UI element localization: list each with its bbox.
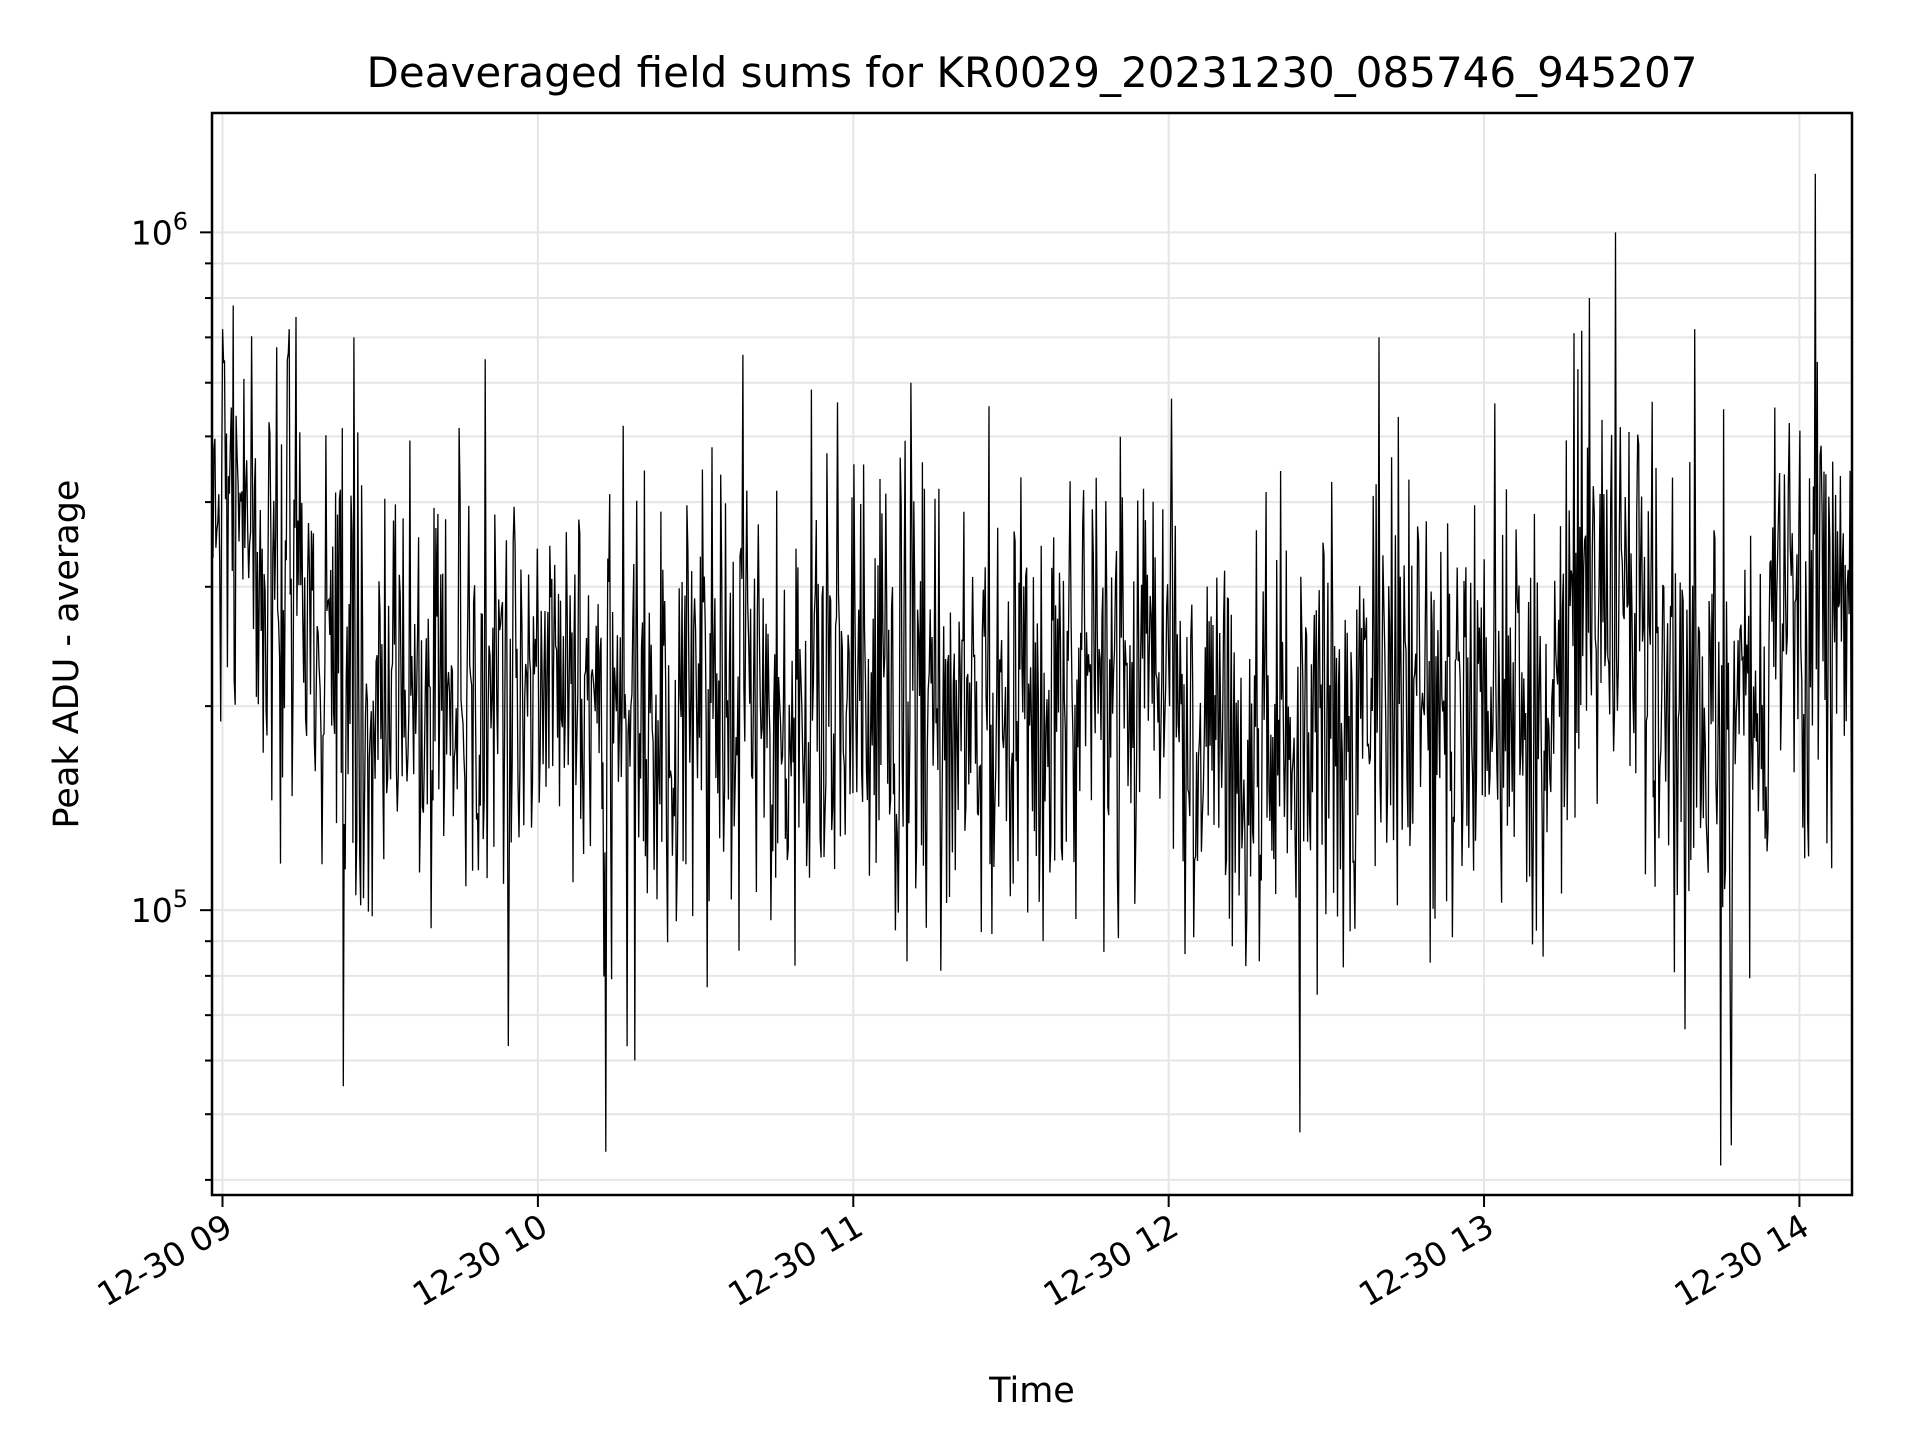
y-tick-label: 106: [131, 207, 188, 252]
chart-title: Deaveraged field sums for KR0029_2023123…: [367, 48, 1698, 97]
series-line: [211, 173, 1853, 1166]
plot-frame: [210, 111, 1854, 1197]
y-tick-label: 105: [131, 885, 188, 930]
series-layer: [211, 173, 1853, 1166]
x-axis-label: Time: [988, 1371, 1075, 1411]
y-axis-label: Peak ADU - average: [47, 480, 87, 829]
